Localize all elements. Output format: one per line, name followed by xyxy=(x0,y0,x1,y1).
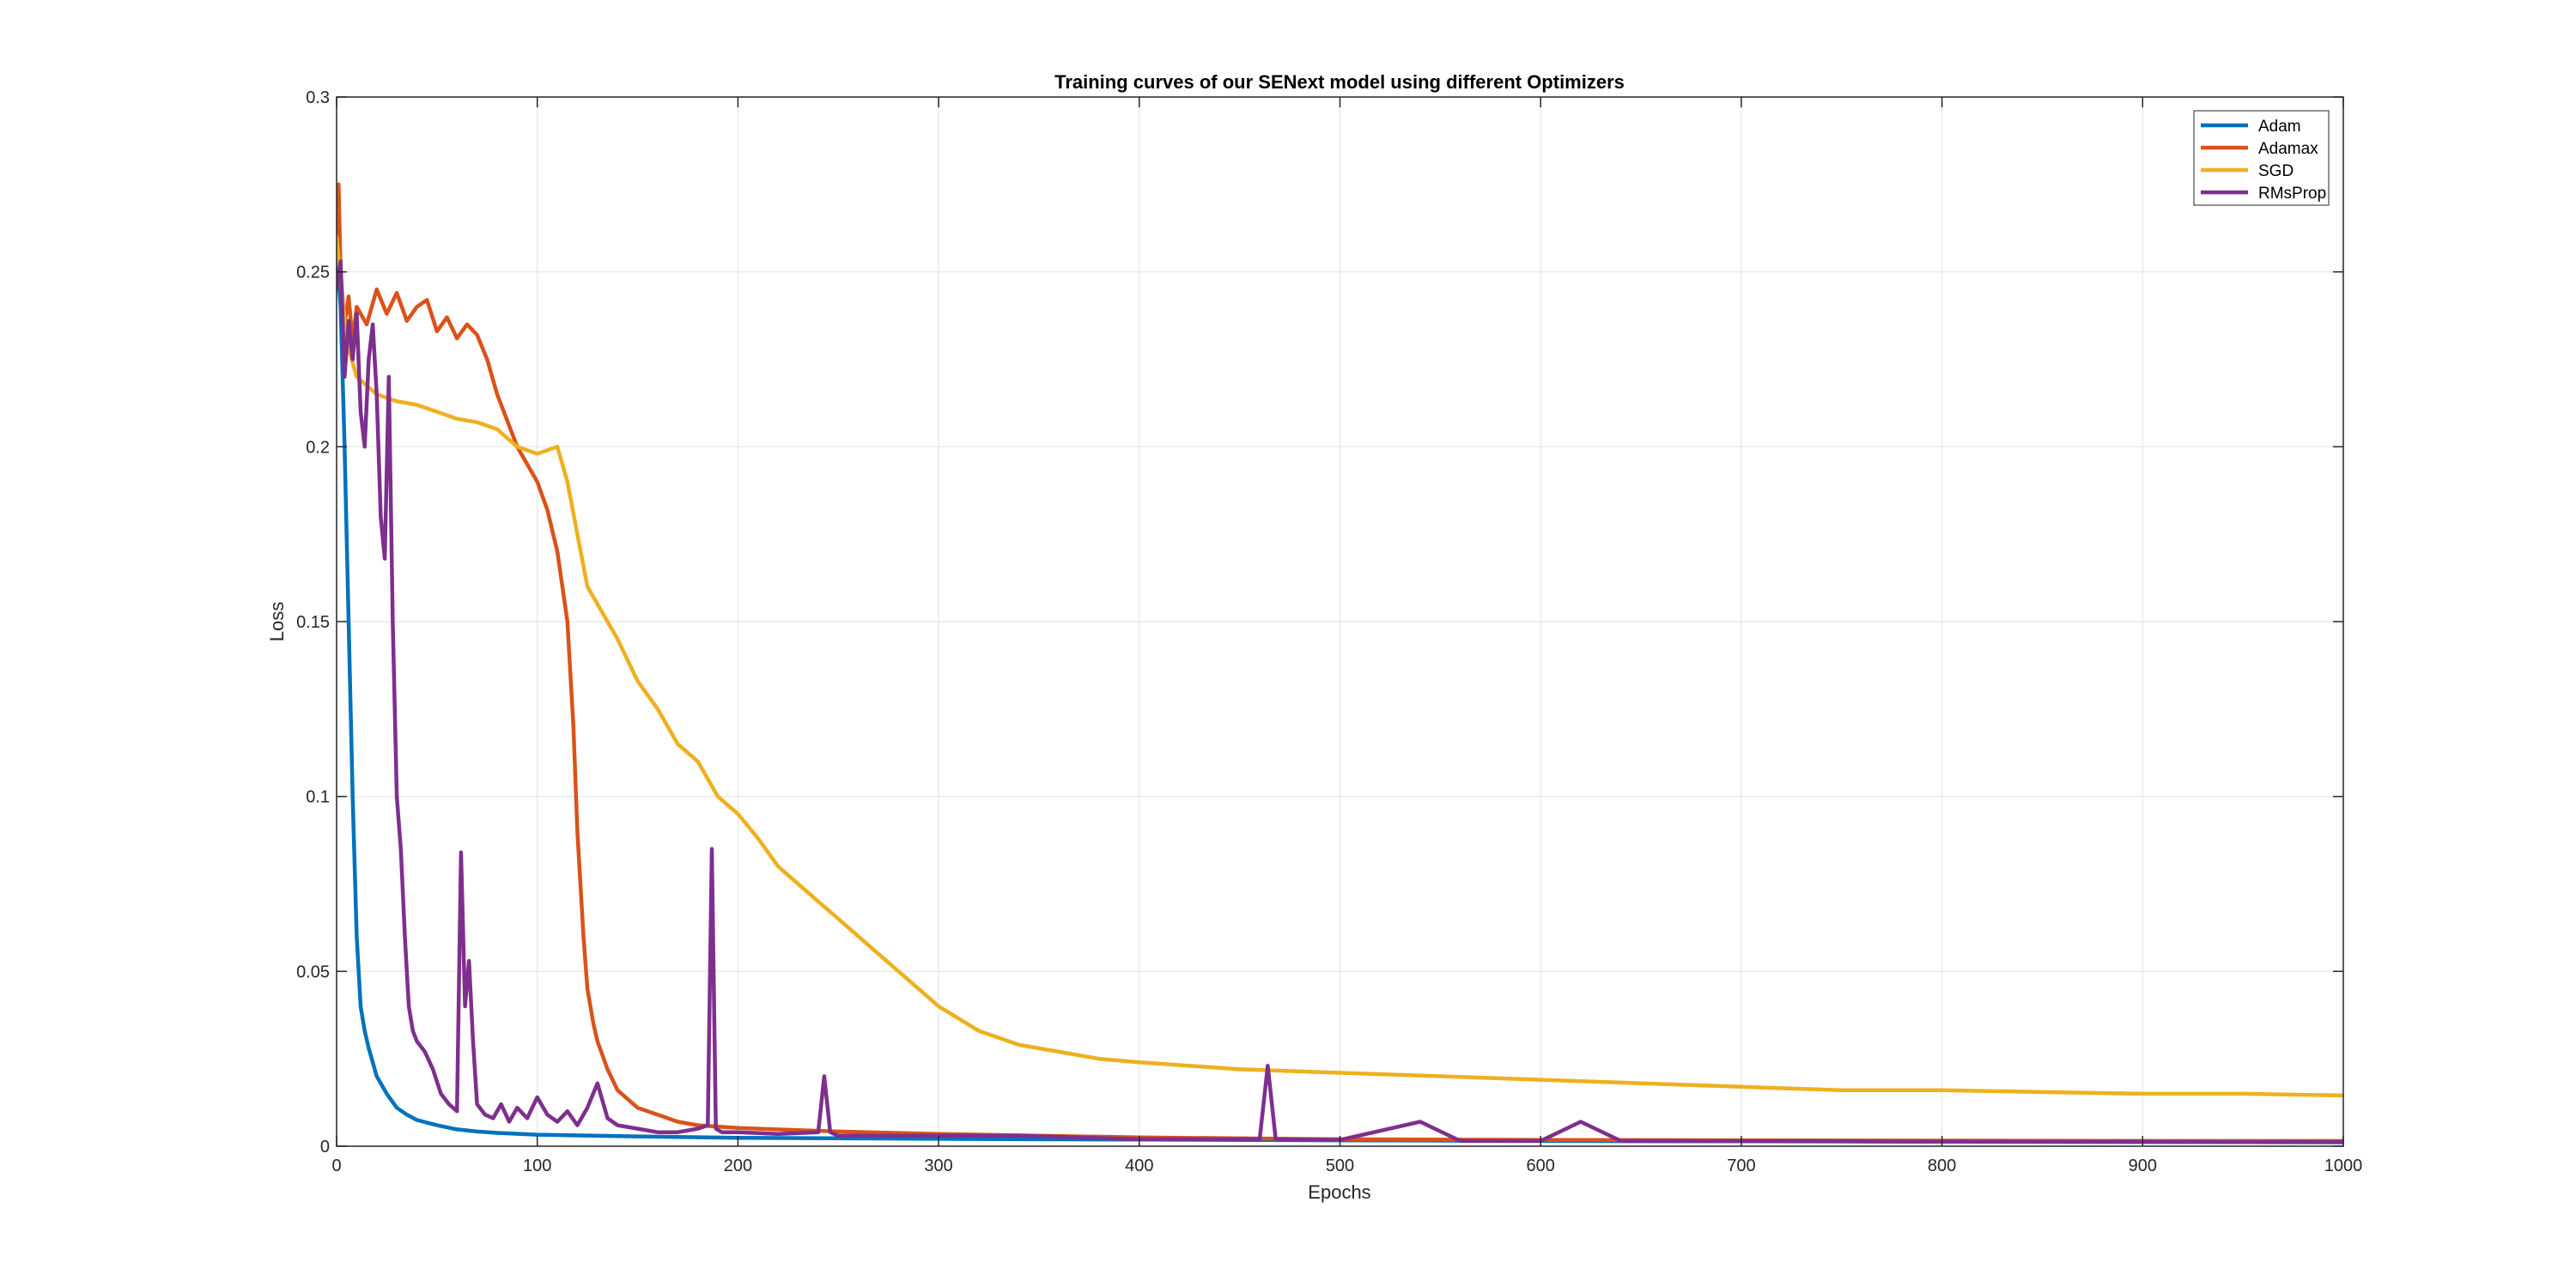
x-tick-label: 600 xyxy=(1527,1157,1555,1175)
legend-label-sgd: SGD xyxy=(2258,162,2293,180)
axis-ticks: 0 100 200 300 400 500 600 700 800 900 1000 0 0.05 0.1… xyxy=(296,88,2362,1175)
x-tick-label: 800 xyxy=(1928,1157,1956,1175)
x-tick-label: 500 xyxy=(1326,1157,1354,1175)
x-tick-label: 900 xyxy=(2129,1157,2157,1175)
legend-label-adam: Adam xyxy=(2258,118,2301,136)
x-tick-label: 200 xyxy=(724,1157,752,1175)
chart-title: Training curves of our SENext model usin… xyxy=(1054,71,1625,93)
y-tick-label: 0.3 xyxy=(306,88,330,107)
series-lines xyxy=(337,182,2343,1144)
x-tick-label: 400 xyxy=(1125,1157,1153,1175)
x-tick-label: 100 xyxy=(523,1157,551,1175)
series-line-sgd xyxy=(337,234,2343,1098)
y-tick-label: 0 xyxy=(320,1138,330,1157)
series-line-adamax xyxy=(337,182,2343,1144)
x-tick-label: 700 xyxy=(1727,1157,1755,1175)
y-tick-label: 0.05 xyxy=(296,962,330,981)
legend: Adam Adamax SGD RMsProp xyxy=(2193,110,2330,206)
x-tick-label: 300 xyxy=(924,1157,952,1175)
y-tick-label: 0.1 xyxy=(306,788,330,807)
x-tick-label: 1000 xyxy=(2324,1157,2363,1175)
y-tick-label: 0.2 xyxy=(306,438,330,457)
y-axis-label: Loss xyxy=(266,602,288,641)
x-tick-label: 0 xyxy=(331,1157,341,1175)
legend-label-rmsprop: RMsProp xyxy=(2258,185,2326,203)
legend-label-adamax: Adamax xyxy=(2258,140,2318,158)
series-line-rmsprop xyxy=(337,259,2343,1144)
x-axis-label: Epochs xyxy=(1308,1181,1370,1203)
y-tick-label: 0.25 xyxy=(296,264,330,282)
y-tick-label: 0.15 xyxy=(296,613,330,632)
